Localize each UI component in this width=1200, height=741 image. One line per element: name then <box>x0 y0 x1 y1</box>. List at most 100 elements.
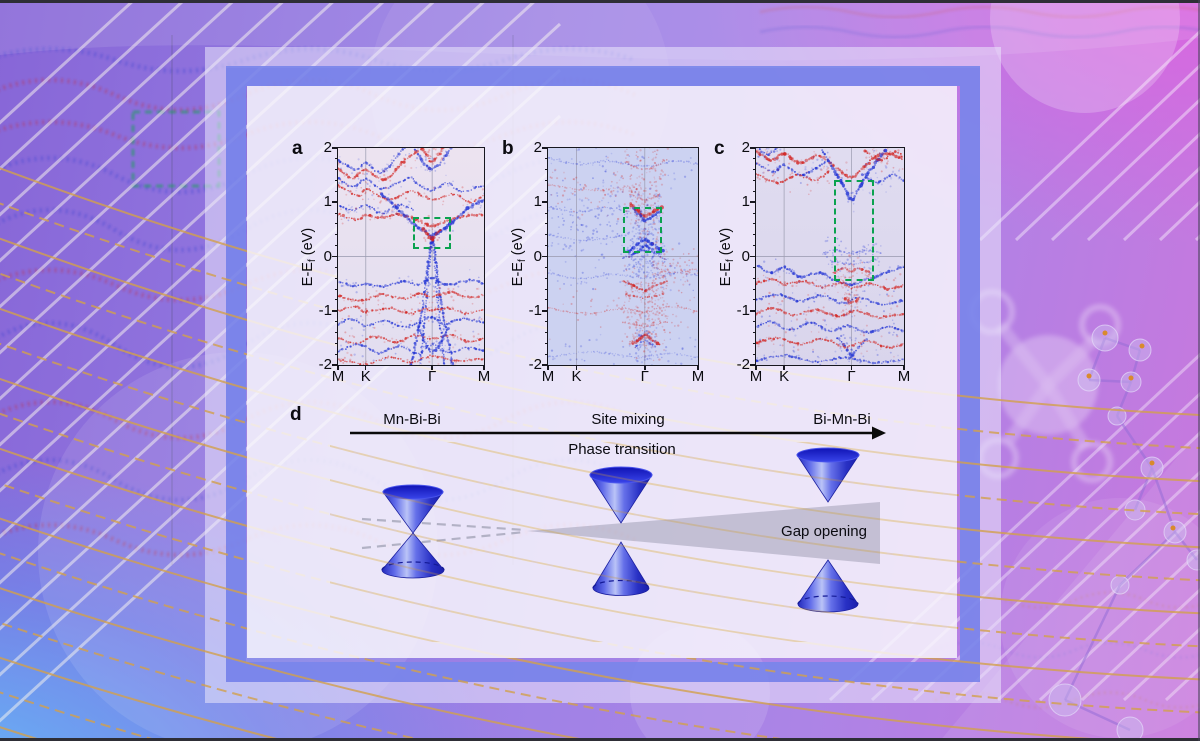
y-minor-tick <box>544 169 548 171</box>
y-minor-tick <box>334 169 338 171</box>
k-point-label: Γ <box>640 368 649 385</box>
y-minor-tick <box>334 158 338 160</box>
y-minor-tick <box>752 331 756 333</box>
y-minor-tick <box>334 353 338 355</box>
stage-label-mn-bi-bi: Mn-Bi-Bi <box>383 411 441 428</box>
k-point-label: M <box>477 368 491 385</box>
y-minor-tick <box>334 180 338 182</box>
y-minor-tick <box>544 212 548 214</box>
y-major-tick <box>332 309 338 312</box>
dirac-cone-middle <box>589 466 653 596</box>
k-point-label: Γ <box>847 368 856 385</box>
y-minor-tick <box>752 288 756 290</box>
y-minor-tick <box>334 212 338 214</box>
panel-label-c: c <box>714 138 726 159</box>
band-plot-canvas-b <box>548 148 698 365</box>
y-minor-tick <box>544 190 548 192</box>
y-minor-tick <box>334 299 338 301</box>
stage-label-bi-mn-bi: Bi-Mn-Bi <box>813 411 871 428</box>
y-minor-tick <box>544 277 548 279</box>
y-major-tick <box>750 309 756 312</box>
y-axis-label: E-Ef (eV) <box>718 227 736 286</box>
k-point-label: Γ <box>428 368 437 385</box>
y-axis-label: E-Ef (eV) <box>510 227 528 286</box>
y-minor-tick <box>544 266 548 268</box>
y-major-tick <box>750 201 756 204</box>
y-minor-tick <box>752 223 756 225</box>
k-point-label: M <box>331 368 345 385</box>
panel-label-d: d <box>290 404 303 425</box>
y-minor-tick <box>544 245 548 247</box>
y-minor-tick <box>752 277 756 279</box>
y-minor-tick <box>752 212 756 214</box>
highlight-box-c <box>834 180 875 282</box>
panel-label-b: b <box>502 138 515 159</box>
y-minor-tick <box>544 180 548 182</box>
k-point-label: K <box>571 368 582 385</box>
y-minor-tick <box>544 321 548 323</box>
y-tick-label: -2 <box>736 356 750 373</box>
y-axis-label: E-Ef (eV) <box>300 227 318 286</box>
y-major-tick <box>542 255 548 258</box>
k-point-label: K <box>779 368 790 385</box>
guide-dash-line <box>361 530 526 550</box>
y-minor-tick <box>334 190 338 192</box>
panel-label-a: a <box>292 138 304 159</box>
highlight-box-a <box>413 216 452 250</box>
y-major-tick <box>542 309 548 312</box>
y-minor-tick <box>334 234 338 236</box>
y-minor-tick <box>544 223 548 225</box>
y-minor-tick <box>544 234 548 236</box>
y-minor-tick <box>752 180 756 182</box>
y-tick-label: 2 <box>741 139 750 156</box>
stage-label-site-mixing: Site mixing <box>591 411 665 428</box>
y-minor-tick <box>544 288 548 290</box>
y-minor-tick <box>544 353 548 355</box>
y-tick-label: -2 <box>528 356 542 373</box>
y-minor-tick <box>544 331 548 333</box>
y-major-tick <box>750 255 756 258</box>
y-minor-tick <box>334 245 338 247</box>
k-point-label: M <box>541 368 555 385</box>
k-point-label: K <box>360 368 371 385</box>
y-minor-tick <box>752 299 756 301</box>
y-minor-tick <box>752 158 756 160</box>
y-minor-tick <box>334 266 338 268</box>
y-minor-tick <box>752 234 756 236</box>
k-point-label: M <box>897 368 911 385</box>
y-major-tick <box>542 201 548 204</box>
top-border-line <box>0 0 1200 3</box>
y-minor-tick <box>752 245 756 247</box>
y-minor-tick <box>752 321 756 323</box>
y-minor-tick <box>752 266 756 268</box>
y-tick-label: 2 <box>323 139 332 156</box>
y-major-tick <box>332 147 338 149</box>
y-minor-tick <box>544 342 548 344</box>
y-minor-tick <box>752 169 756 171</box>
transition-arrow-head <box>872 426 886 440</box>
band-structure-plot-a: 2 1 0 -1 -2 M K Γ M E-Ef (eV) <box>300 139 490 385</box>
k-point-label: M <box>749 368 763 385</box>
y-major-tick <box>332 201 338 204</box>
y-major-tick <box>750 147 756 149</box>
band-structure-plot-c: 2 1 0 -1 -2 M K Γ M E-Ef (eV) <box>718 139 910 385</box>
y-minor-tick <box>752 190 756 192</box>
y-minor-tick <box>334 342 338 344</box>
y-tick-label: -2 <box>318 356 332 373</box>
gap-opening-label: Gap opening <box>781 523 867 540</box>
y-minor-tick <box>334 277 338 279</box>
band-structure-plot-b: 2 1 0 -1 -2 M K Γ M E-Ef (eV) <box>510 139 704 385</box>
y-major-tick <box>542 147 548 149</box>
phase-transition-label: Phase transition <box>568 441 676 458</box>
dirac-cone-left <box>381 484 445 579</box>
y-minor-tick <box>334 331 338 333</box>
y-minor-tick <box>544 158 548 160</box>
y-minor-tick <box>334 288 338 290</box>
y-tick-label: 2 <box>533 139 542 156</box>
y-minor-tick <box>334 321 338 323</box>
y-minor-tick <box>334 223 338 225</box>
y-minor-tick <box>752 342 756 344</box>
